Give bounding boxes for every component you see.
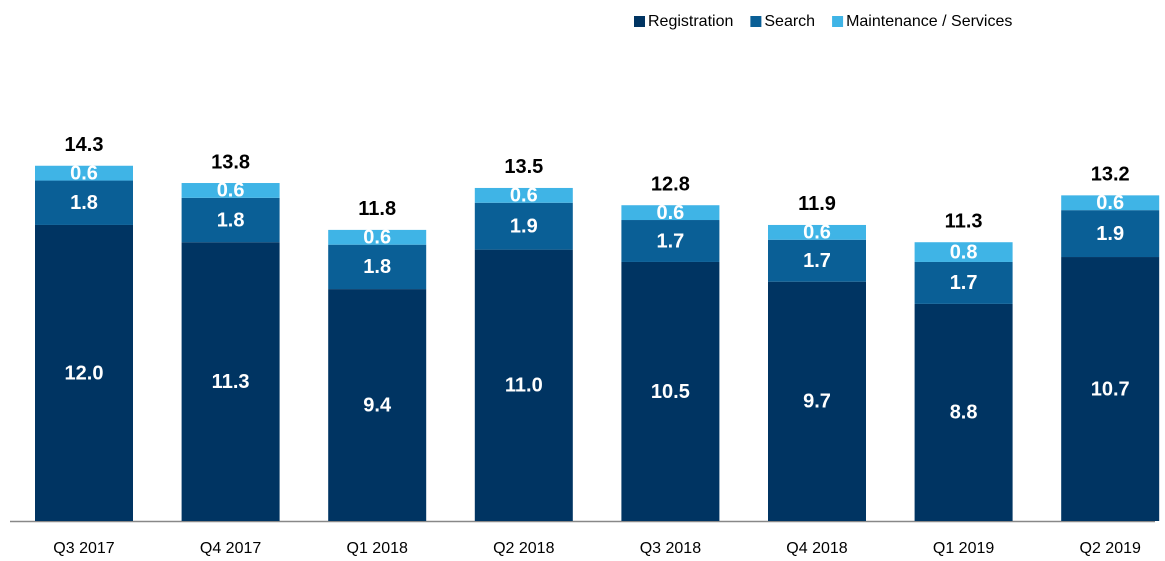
- x-tick-label: Q1 2019: [933, 540, 994, 557]
- segment-label: 1.7: [950, 272, 978, 294]
- bar-segment: [914, 242, 1013, 262]
- bar-segment: [328, 289, 427, 521]
- bar-segment: [181, 183, 280, 198]
- bar-segment: [1061, 195, 1160, 211]
- x-tick-label: Q4 2017: [200, 540, 261, 557]
- x-tick-label: Q3 2017: [53, 540, 114, 557]
- segment-label: 0.6: [217, 180, 245, 202]
- segment-label: 1.8: [70, 192, 98, 214]
- segment-label: 10.5: [651, 381, 690, 403]
- segment-label: 0.6: [510, 185, 538, 207]
- legend-swatch: [750, 16, 762, 27]
- bar-segment: [474, 187, 573, 203]
- segment-label: 12.0: [65, 362, 104, 384]
- segment-label: 1.9: [510, 215, 538, 237]
- segment-label: 0.6: [803, 222, 831, 244]
- segment-label: 8.8: [950, 402, 978, 424]
- legend-entry: Search: [764, 13, 815, 30]
- x-tick-label: Q2 2019: [1080, 540, 1141, 557]
- legend-swatch: [634, 16, 645, 27]
- segment-label: 9.4: [363, 394, 392, 416]
- legend-entry: Maintenance / Services: [846, 13, 1012, 30]
- bar-segment: [1061, 210, 1160, 258]
- bar-segment: [621, 220, 720, 262]
- legend-entry: Registration: [648, 13, 733, 30]
- segment-label: 10.7: [1091, 378, 1130, 400]
- bar-segment: [768, 224, 866, 240]
- total-label: 13.8: [211, 151, 250, 173]
- segment-label: 0.6: [70, 162, 98, 184]
- legend-swatch: [832, 16, 844, 27]
- segment-label: 1.8: [363, 256, 391, 278]
- bar-segment: [768, 281, 866, 521]
- total-label: 14.3: [65, 134, 104, 156]
- bar-segment: [35, 165, 133, 181]
- x-tick-label: Q2 2018: [493, 540, 554, 557]
- bar-segment: [1061, 257, 1160, 521]
- bar-segment: [621, 205, 720, 221]
- bar-segment: [474, 249, 573, 521]
- bar-segment: [328, 244, 427, 290]
- total-label: 12.8: [651, 174, 690, 196]
- segment-label: 0.6: [656, 202, 684, 224]
- bar-segment: [35, 180, 133, 225]
- bar-segment: [914, 303, 1013, 521]
- bar-segment: [474, 202, 573, 250]
- segment-label: 11.0: [505, 375, 543, 397]
- segment-label: 0.6: [363, 227, 391, 249]
- bar-segment: [914, 261, 1013, 304]
- bar-segment: [768, 239, 866, 282]
- segment-label: 9.7: [803, 391, 831, 413]
- bar-segment: [181, 242, 280, 521]
- segment-label: 0.6: [1096, 192, 1124, 214]
- segment-label: 1.7: [656, 230, 684, 252]
- segment-label: 1.8: [217, 209, 245, 231]
- x-tick-label: Q1 2018: [347, 540, 408, 557]
- segment-label: 0.8: [950, 241, 978, 263]
- segment-label: 1.9: [1096, 223, 1124, 245]
- x-tick-label: Q4 2018: [786, 540, 847, 557]
- x-tick-label: Q3 2018: [640, 540, 701, 557]
- segment-label: 1.7: [803, 250, 831, 272]
- total-label: 13.2: [1091, 164, 1130, 186]
- bar-segment: [35, 224, 133, 521]
- total-label: 11.9: [798, 193, 836, 215]
- segment-label: 11.3: [212, 371, 250, 393]
- bar-segment: [328, 229, 427, 245]
- total-label: 11.3: [945, 211, 983, 233]
- bar-segment: [181, 197, 280, 243]
- bar-segment: [621, 261, 720, 521]
- total-label: 11.8: [358, 198, 396, 220]
- total-label: 13.5: [504, 156, 543, 178]
